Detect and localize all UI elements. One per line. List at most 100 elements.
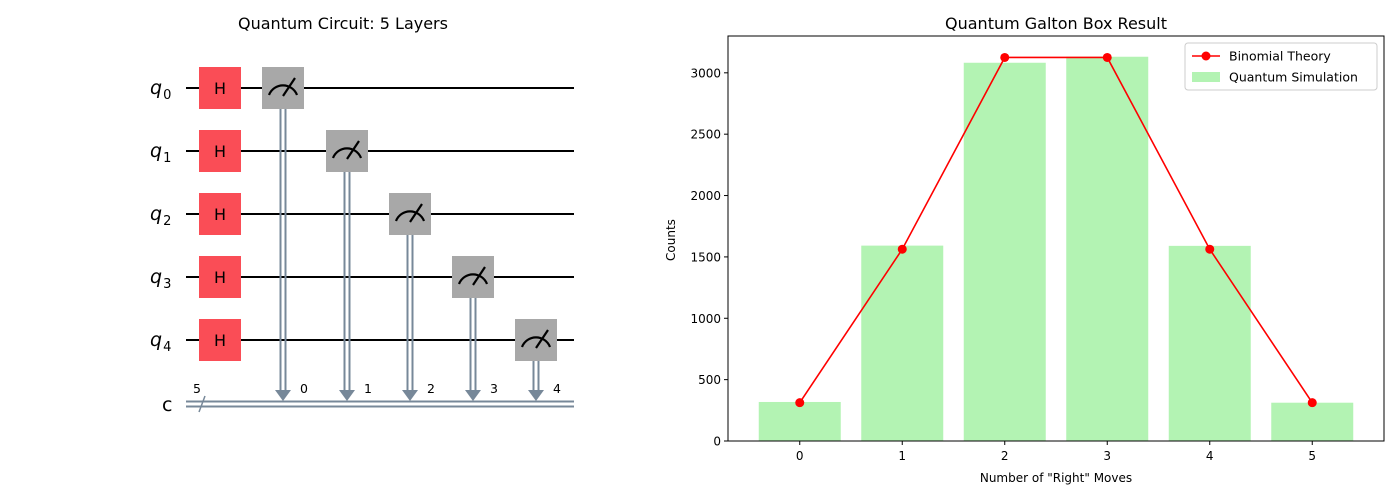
theory-point <box>897 244 907 254</box>
theory-line <box>795 52 1317 408</box>
meter-arc-icon <box>457 273 489 285</box>
chart-legend: Binomial Theory Quantum Simulation <box>1184 42 1378 91</box>
h-gate <box>199 67 241 109</box>
qubit-name: q <box>150 77 162 99</box>
bar <box>758 401 841 441</box>
y-tick-label: 1500 <box>690 250 721 264</box>
x-tick-label: 2 <box>1001 449 1009 463</box>
legend-theory-label: Binomial Theory <box>1229 49 1331 64</box>
x-tick-label: 5 <box>1308 449 1316 463</box>
h-gate-label: H <box>214 331 226 350</box>
legend-simulation-label: Quantum Simulation <box>1229 70 1358 85</box>
measurement-lines <box>275 88 544 401</box>
qubit-index: 4 <box>163 340 171 355</box>
qubit-name: q <box>150 329 162 351</box>
qubit-name: q <box>150 203 162 225</box>
meter-arc-icon <box>394 210 426 222</box>
measure-arrow <box>275 390 291 401</box>
measure-gate <box>515 319 557 361</box>
meter-needle-icon <box>409 203 423 223</box>
x-axis-label: Number of "Right" Moves <box>980 471 1132 485</box>
bar <box>1271 402 1354 441</box>
legend-theory-marker <box>1201 51 1211 61</box>
chart-bars <box>758 56 1354 442</box>
measure-gate <box>262 67 304 109</box>
meter-needle-icon <box>472 266 486 286</box>
meter-arc-icon <box>520 336 552 348</box>
measure-gate <box>326 130 368 172</box>
legend-box <box>1184 42 1378 91</box>
qubit-label: q4 <box>150 329 171 355</box>
measure-arrow <box>339 390 355 401</box>
y-tick-label: 1000 <box>690 312 721 326</box>
theory-line-path <box>799 56 1313 404</box>
x-tick-label: 4 <box>1206 449 1214 463</box>
measure-gate <box>452 256 494 298</box>
measure-target-index: 2 <box>427 381 435 396</box>
qubit-label: q2 <box>150 203 171 229</box>
qubit-index: 0 <box>163 88 171 103</box>
meter-arc-icon <box>267 84 299 96</box>
qubit-index: 3 <box>163 277 171 292</box>
x-tick-label: 0 <box>796 449 804 463</box>
classical-register-size: 5 <box>193 381 201 396</box>
measure-target-index: 4 <box>553 381 561 396</box>
h-gate <box>199 256 241 298</box>
qubit-label: q1 <box>150 140 171 166</box>
theory-point <box>795 398 805 408</box>
h-gate-label: H <box>214 268 226 287</box>
h-gate-label: H <box>214 142 226 161</box>
h-gate-label: H <box>214 79 226 98</box>
y-tick-label: 500 <box>698 373 721 387</box>
bar <box>963 62 1046 441</box>
meter-needle-icon <box>282 77 296 97</box>
h-gate <box>199 319 241 361</box>
bar <box>1168 245 1251 441</box>
circuit-title: Quantum Circuit: 5 Layers <box>238 14 448 33</box>
theory-point <box>1307 398 1317 408</box>
theory-point <box>1000 52 1010 62</box>
chart-title: Quantum Galton Box Result <box>945 14 1167 33</box>
qubit-name: q <box>150 140 162 162</box>
circuit-wires <box>186 87 574 413</box>
measure-gate <box>389 193 431 235</box>
meter-needle-icon <box>535 329 549 349</box>
bar <box>861 245 944 441</box>
classical-register-label: c <box>162 394 172 416</box>
qubit-index: 1 <box>163 151 171 166</box>
meter-needle-icon <box>346 140 360 160</box>
measure-arrow <box>465 390 481 401</box>
y-tick-label: 2000 <box>690 189 721 203</box>
plot-frame <box>727 35 1385 442</box>
y-axis-label: Counts <box>664 219 678 261</box>
y-tick-label: 0 <box>713 435 721 449</box>
y-tick-label: 2500 <box>690 128 721 142</box>
qubit-label: q0 <box>150 77 171 103</box>
bus-slash <box>198 395 206 413</box>
y-axis: 0 500 1000 1500 2000 2500 3000 <box>690 66 728 449</box>
measure-target-index: 3 <box>490 381 498 396</box>
x-tick-label: 3 <box>1103 449 1111 463</box>
y-tick-label: 3000 <box>690 66 721 80</box>
h-gate <box>199 193 241 235</box>
measure-arrow <box>402 390 418 401</box>
x-axis: 0 1 2 3 4 5 <box>796 441 1316 463</box>
qubit-name: q <box>150 266 162 288</box>
qubit-index: 2 <box>163 214 171 229</box>
measure-target-index: 0 <box>300 381 308 396</box>
theory-point <box>1205 244 1215 254</box>
h-gate-label: H <box>214 205 226 224</box>
theory-point <box>1102 52 1112 62</box>
bar <box>1066 56 1149 442</box>
h-gate <box>199 130 241 172</box>
measure-target-index: 1 <box>364 381 372 396</box>
qubit-label: q3 <box>150 266 171 292</box>
meter-arc-icon <box>331 147 363 159</box>
x-tick-label: 1 <box>898 449 906 463</box>
galton-chart: Quantum Galton Box Result 05001000150020… <box>664 14 1385 485</box>
measure-arrow <box>528 390 544 401</box>
legend-simulation-swatch <box>1192 72 1220 82</box>
